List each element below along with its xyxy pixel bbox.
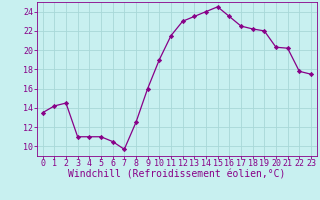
X-axis label: Windchill (Refroidissement éolien,°C): Windchill (Refroidissement éolien,°C) bbox=[68, 170, 285, 180]
